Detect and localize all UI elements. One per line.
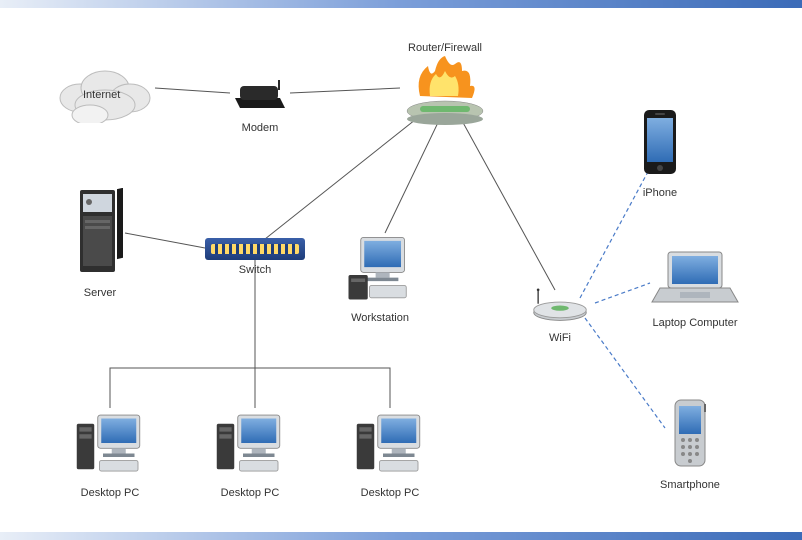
edge-wifi-smartphone <box>585 318 665 428</box>
label-iphone: iPhone <box>640 187 680 199</box>
label-router: Router/Firewall <box>400 42 490 54</box>
label-pc3: Desktop PC <box>355 487 425 499</box>
desktop-icon <box>215 408 285 478</box>
modem-icon <box>230 78 290 113</box>
desktop-icon <box>75 408 145 478</box>
label-laptop: Laptop Computer <box>650 317 740 329</box>
laptop-icon <box>650 248 740 308</box>
node-switch: Switch <box>205 238 305 276</box>
node-modem: Modem <box>230 78 290 134</box>
node-smartphone: Smartphone <box>660 398 720 491</box>
node-internet: Internet <box>55 63 155 123</box>
label-smartphone: Smartphone <box>660 479 720 491</box>
edge-switch-pc1 <box>110 260 255 408</box>
node-workstation: Workstation <box>345 233 415 324</box>
edge-internet-modem <box>155 88 230 93</box>
node-pc3: Desktop PC <box>355 408 425 499</box>
router-firewall-icon <box>400 56 490 126</box>
edge-router-wifi <box>455 108 555 290</box>
edge-server-switch <box>125 233 205 248</box>
top-border <box>0 0 802 8</box>
node-router: Router/Firewall <box>400 38 490 131</box>
node-wifi: WiFi <box>525 288 595 344</box>
node-laptop: Laptop Computer <box>650 248 740 329</box>
node-iphone: iPhone <box>640 108 680 199</box>
edge-wifi-laptop <box>595 283 650 303</box>
iphone-icon <box>640 108 680 178</box>
diagram-canvas: Internet Modem Router/Firewall <box>0 8 802 532</box>
smartphone-icon <box>669 398 711 470</box>
label-workstation: Workstation <box>345 312 415 324</box>
label-wifi: WiFi <box>525 332 595 344</box>
bottom-border <box>0 532 802 540</box>
switch-icon <box>205 238 305 260</box>
node-pc2: Desktop PC <box>215 408 285 499</box>
node-server: Server <box>75 188 125 299</box>
label-pc2: Desktop PC <box>215 487 285 499</box>
label-modem: Modem <box>230 122 290 134</box>
workstation-icon <box>345 233 415 303</box>
server-icon <box>75 188 125 278</box>
label-internet: Internet <box>83 89 120 101</box>
edge-modem-router <box>290 88 400 93</box>
wifi-icon <box>525 288 595 323</box>
label-pc1: Desktop PC <box>75 487 145 499</box>
label-switch: Switch <box>205 264 305 276</box>
label-server: Server <box>75 287 125 299</box>
node-pc1: Desktop PC <box>75 408 145 499</box>
desktop-icon <box>355 408 425 478</box>
